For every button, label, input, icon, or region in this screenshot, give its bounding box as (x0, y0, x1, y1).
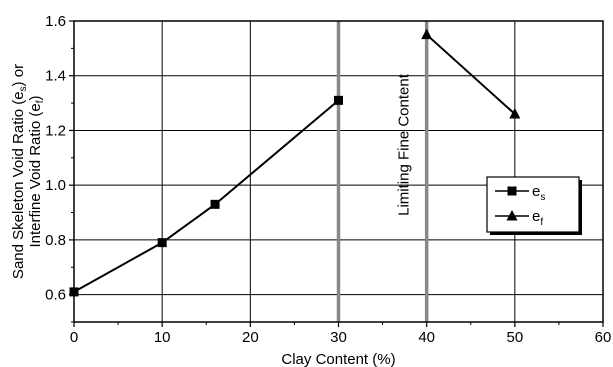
y-tick-label: 1.2 (45, 122, 66, 139)
data-point (421, 28, 433, 40)
y-axis-title-line1: Sand Skeleton Void Ratio (es) or (10, 64, 29, 279)
x-axis-title: Clay Content (%) (281, 351, 395, 367)
x-tick-label: 20 (242, 329, 259, 346)
legend-label: ef (532, 208, 543, 228)
x-tick-label: 30 (330, 329, 347, 346)
data-point (334, 95, 343, 105)
legend-marker (507, 186, 517, 196)
limiting-fine-content-label: Limiting Fine Content (396, 73, 413, 216)
legend: es ef (486, 176, 582, 235)
y-tick-label: 1.6 (45, 13, 66, 30)
x-tick-label: 50 (506, 329, 523, 346)
y-tick-label: 0.8 (45, 232, 66, 249)
x-tick-label: 10 (154, 329, 171, 346)
data-point (157, 238, 167, 248)
reference-lines (336, 21, 429, 322)
legend-shadow (490, 232, 582, 235)
y-tick-label: 0.6 (45, 287, 66, 304)
y-axis-title-line2: Interfine Void Ratio (ef) (27, 95, 46, 247)
legend-item: ef (495, 208, 543, 228)
data-point (69, 287, 79, 297)
x-tick-label: 60 (595, 329, 612, 346)
series-square (69, 95, 343, 297)
legend-item: es (495, 183, 545, 203)
series-line (425, 33, 516, 115)
x-tick-label: 40 (418, 329, 435, 346)
y-axis-title: Sand Skeleton Void Ratio (es) or Interfi… (10, 64, 46, 279)
data-point (509, 108, 521, 119)
series-triangle (421, 28, 521, 119)
y-axis: 0.6 0.8 1.0 1.2 1.4 1.6 (45, 13, 74, 323)
data-point (210, 199, 220, 209)
y-tick-label: 1.4 (45, 68, 66, 85)
legend-box (486, 176, 580, 233)
x-tick-label: 0 (70, 329, 78, 346)
legend-marker (506, 210, 518, 221)
legend-label: es (532, 183, 545, 203)
x-axis: 0 10 20 30 40 50 60 (70, 322, 612, 346)
y-tick-label: 1.0 (45, 177, 66, 194)
legend-shadow-side (579, 180, 582, 235)
series-layer (69, 28, 521, 297)
series-line (73, 99, 340, 293)
